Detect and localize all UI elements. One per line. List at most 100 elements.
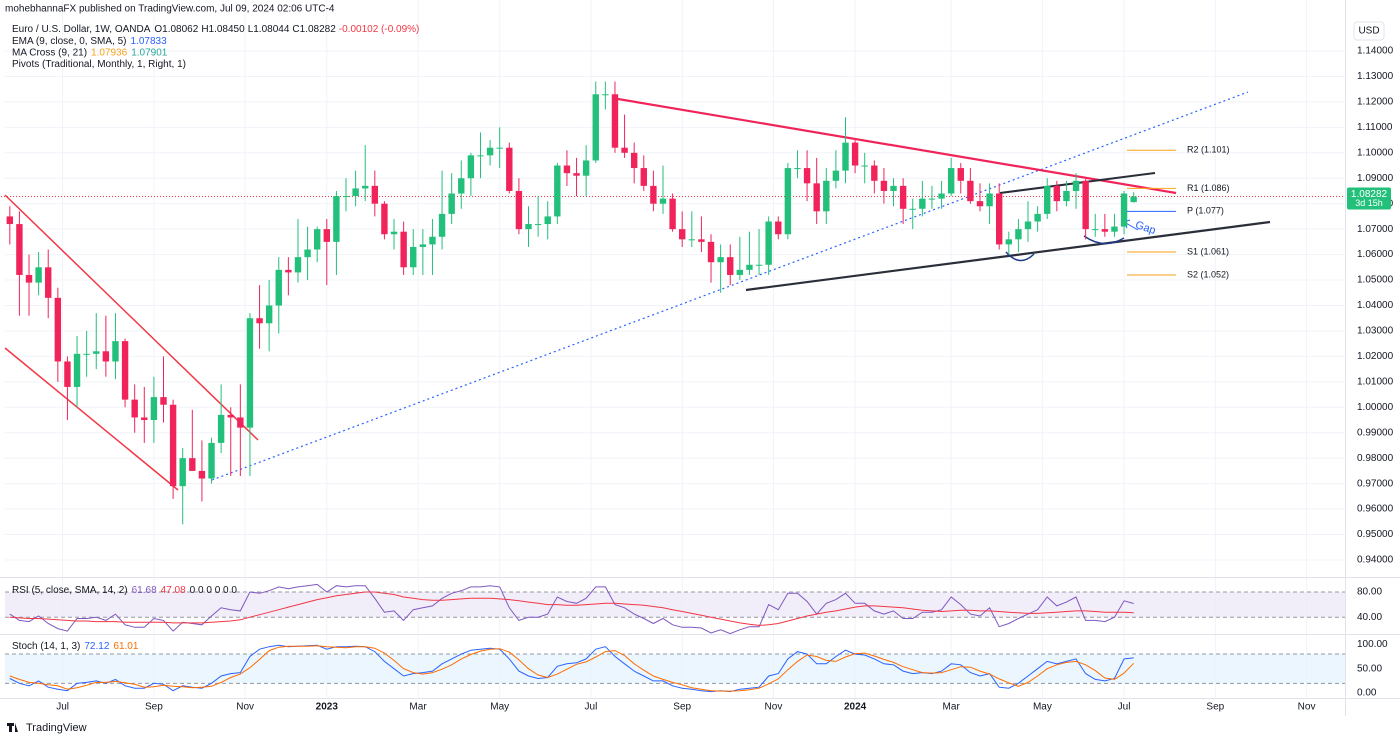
candle-body <box>208 442 215 479</box>
candle-body <box>938 193 945 199</box>
y-tick-label: 1.03000 <box>1357 326 1394 337</box>
x-tick-label: Nov <box>1298 702 1316 713</box>
candle-body <box>1053 185 1061 202</box>
candle-body <box>189 458 196 471</box>
indicator-value: 61.01 <box>113 641 138 652</box>
y-tick-label: 80.00 <box>1357 587 1382 598</box>
candle-body <box>947 168 955 194</box>
candle-body <box>669 198 676 230</box>
candle-body <box>1092 229 1099 231</box>
candle-body <box>890 185 897 191</box>
y-tick-label: 50.00 <box>1357 663 1382 674</box>
candle-body <box>698 239 705 242</box>
y-tick-label: 1.00000 <box>1357 402 1394 413</box>
candle-body <box>54 297 62 362</box>
candle-body <box>352 188 359 197</box>
candle-body <box>650 185 657 204</box>
candle-body <box>967 180 974 202</box>
candle-body <box>784 168 792 235</box>
x-tick-label: Sep <box>145 702 163 713</box>
x-tick-label: Nov <box>236 702 254 713</box>
symbol-legend: Euro / U.S. Dollar, 1W, OANDA O1.08062 H1.… <box>12 24 419 35</box>
band-fill <box>5 591 1345 618</box>
candle-body <box>93 351 100 354</box>
candle-body <box>496 147 503 149</box>
indicator-legend: EMA (9, close, 0, SMA, 5) 1.07833 <box>12 36 167 47</box>
x-tick-label: May <box>490 702 509 713</box>
indicator-value: 72.12 <box>84 641 109 652</box>
ohlc-value: O1.08062 <box>154 24 198 35</box>
candle-body <box>371 185 379 204</box>
indicator-line <box>9 645 1135 692</box>
candle-body <box>419 244 427 247</box>
y-tick-label: 1.06000 <box>1357 249 1394 260</box>
y-tick-label: 1.02000 <box>1357 351 1394 362</box>
candle-body <box>1072 180 1080 191</box>
grid-layer <box>5 0 1345 698</box>
indicator-value: 47.08 <box>161 585 186 596</box>
candle-body <box>198 470 206 479</box>
candle-body <box>227 414 234 418</box>
candle-body <box>25 274 33 283</box>
candle-body <box>746 264 753 270</box>
candle-body <box>256 318 263 324</box>
channel-line <box>4 347 179 491</box>
candle-body <box>986 193 993 207</box>
y-tick-label: 0.00 <box>1357 688 1377 699</box>
y-tick-label: 0.99000 <box>1357 427 1394 438</box>
y-tick-label: 0.96000 <box>1357 504 1394 515</box>
candle-body <box>851 142 859 166</box>
y-tick-label: 1.05000 <box>1357 275 1394 286</box>
trend-line <box>611 96 1177 195</box>
y-tick-label: 0.98000 <box>1357 453 1394 464</box>
candle-body <box>429 236 436 245</box>
candle-body <box>1024 221 1032 230</box>
candle-body <box>112 341 119 362</box>
trend-line <box>211 91 1249 481</box>
indicator-line <box>9 583 1134 635</box>
candle-body <box>16 224 23 275</box>
candle-body <box>458 178 465 194</box>
candle-body <box>381 203 388 235</box>
candle-body <box>803 168 811 184</box>
candle-body <box>928 198 936 200</box>
candle-body <box>995 193 1003 245</box>
candle-body <box>602 94 609 96</box>
arc-drawing <box>1083 235 1125 245</box>
ohlc-value: -0.00102 (-0.09%) <box>339 24 420 35</box>
candle-body <box>909 208 916 210</box>
x-tick-label: 2024 <box>844 702 867 713</box>
candle-body <box>1082 180 1089 230</box>
x-tick-label: Mar <box>409 702 427 713</box>
x-tick-label: 2023 <box>316 702 339 713</box>
candle-body <box>707 241 715 263</box>
candle-body <box>534 224 542 226</box>
candle-body <box>313 229 321 250</box>
candle-body <box>611 94 619 148</box>
pivot-label: R1 (1.086) <box>1187 183 1230 193</box>
y-tick-label: 1.11000 <box>1357 122 1393 133</box>
candle-body <box>563 165 571 174</box>
candle-body <box>102 351 110 362</box>
candle-body <box>275 269 282 306</box>
candle-body <box>1130 196 1137 203</box>
y-tick-label: 1.10000 <box>1357 147 1394 158</box>
candle-body <box>592 94 599 161</box>
x-tick-label: Jul <box>1118 702 1131 713</box>
candle-body <box>246 318 254 428</box>
ohlc-value: L1.08044 <box>248 24 290 35</box>
candle-body <box>688 239 696 241</box>
candle-body <box>573 173 580 176</box>
candle-body <box>323 229 330 242</box>
x-tick-label: May <box>1033 702 1052 713</box>
pivot-label: S2 (1.052) <box>1187 269 1229 279</box>
candle-body <box>880 180 888 191</box>
indicator-legend: Pivots (Traditional, Monthly, 1, Right, … <box>12 59 186 70</box>
last-price-timer: 3d 15h <box>1355 198 1383 208</box>
candle-body <box>179 458 186 487</box>
candle-body <box>477 155 484 157</box>
candle-body <box>899 185 907 209</box>
candle-body <box>582 160 590 176</box>
y-tick-label: 1.09000 <box>1357 173 1394 184</box>
currency: USD <box>1358 26 1379 37</box>
